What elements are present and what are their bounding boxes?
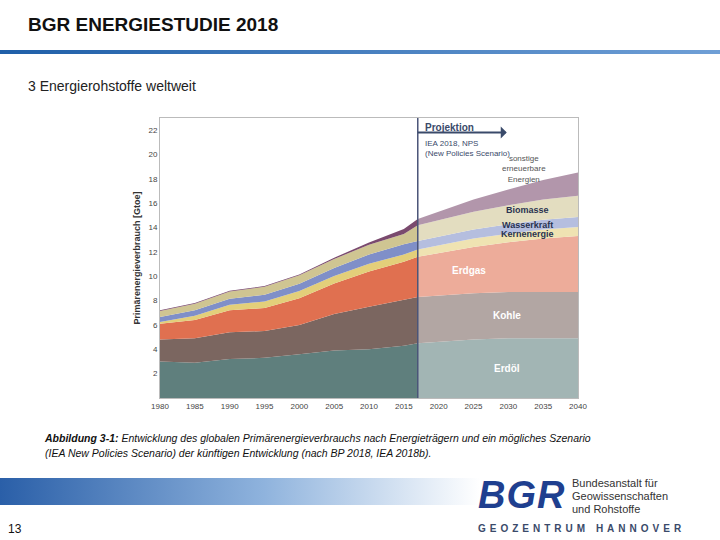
svg-text:2030: 2030	[499, 402, 517, 411]
svg-text:2025: 2025	[465, 402, 483, 411]
html-text:BGR ENERGIESTUDIE 2018: BGR ENERGIESTUDIE 2018	[28, 14, 279, 35]
svg-text:1980: 1980	[151, 402, 169, 411]
svg-text:2035: 2035	[534, 402, 552, 411]
html-text:und Rohstoffe: und Rohstoffe	[572, 503, 641, 515]
svg-text:20: 20	[148, 150, 157, 159]
svg-text:10: 10	[148, 272, 157, 281]
svg-text:8: 8	[153, 296, 158, 305]
svg-text:18: 18	[148, 175, 157, 184]
svg-text:2005: 2005	[325, 402, 343, 411]
svg-text:Erdöl: Erdöl	[494, 363, 520, 374]
svg-text:2: 2	[153, 369, 158, 378]
svg-text:1985: 1985	[186, 402, 204, 411]
svg-text:Kohle: Kohle	[493, 310, 521, 321]
svg-text:1995: 1995	[256, 402, 274, 411]
html-text:13: 13	[8, 522, 22, 536]
svg-text:14: 14	[148, 223, 157, 232]
svg-text:4: 4	[153, 345, 158, 354]
html-text:3 Energierohstoffe weltweit: 3 Energierohstoffe weltweit	[28, 78, 196, 94]
svg-text:IEA 2018, NPS(New Policies Sce: IEA 2018, NPS(New Policies Scenario)	[425, 139, 510, 158]
svg-text:12: 12	[148, 248, 157, 257]
svg-text:Projektion: Projektion	[425, 122, 474, 133]
svg-text:2010: 2010	[360, 402, 378, 411]
svg-text:2040: 2040	[569, 402, 587, 411]
svg-text:Erdgas: Erdgas	[452, 265, 486, 276]
html-text:Bundesanstalt für: Bundesanstalt für	[572, 477, 658, 489]
svg-text:16: 16	[148, 199, 157, 208]
html-text:Geowissenschaften: Geowissenschaften	[572, 490, 668, 502]
html-text:GEOZENTRUM HANNOVER: GEOZENTRUM HANNOVER	[478, 523, 686, 534]
svg-text:sonstigeerneuerbareEnergien: sonstigeerneuerbareEnergien	[502, 154, 546, 184]
svg-text:22: 22	[148, 126, 157, 135]
html-text:Abbildung 3-1: Entwicklung des: Abbildung 3-1: Entwicklung des globalen …	[45, 432, 591, 444]
svg-text:Wasserkraft: Wasserkraft	[502, 220, 553, 230]
html-text:(IEA New Policies Scenario) de: (IEA New Policies Scenario) der künftige…	[45, 447, 432, 459]
html-text:BGR: BGR	[478, 474, 566, 516]
svg-text:2000: 2000	[290, 402, 308, 411]
svg-text:Biomasse: Biomasse	[506, 205, 549, 215]
svg-text:6: 6	[153, 321, 158, 330]
svg-text:2015: 2015	[395, 402, 413, 411]
svg-text:2020: 2020	[430, 402, 448, 411]
svg-text:Primärenergieverbrauch [Gtoe]: Primärenergieverbrauch [Gtoe]	[132, 191, 142, 324]
svg-text:Kernenergie: Kernenergie	[501, 229, 554, 239]
svg-text:1990: 1990	[221, 402, 239, 411]
